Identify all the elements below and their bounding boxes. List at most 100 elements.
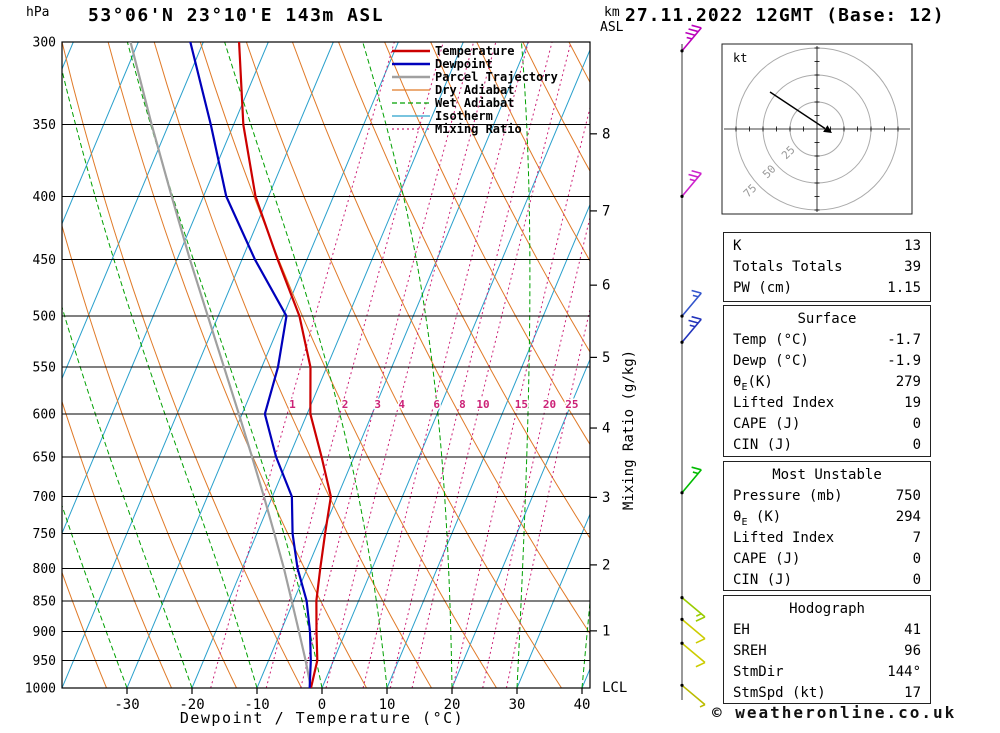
km-tick-label: 4 xyxy=(602,421,610,437)
storm-vector-arrowhead xyxy=(823,125,832,133)
wind-barb xyxy=(680,170,702,198)
wind-barb-column xyxy=(680,24,706,708)
barb-station-dot xyxy=(680,194,684,198)
pressure-tick-label: 350 xyxy=(33,118,56,133)
barb-feather xyxy=(685,31,696,37)
mixing-ratio-value: 4 xyxy=(398,398,405,411)
wind-barb xyxy=(680,683,706,708)
barb-station-dot xyxy=(680,683,684,687)
pressure-tick-label: 700 xyxy=(33,490,56,505)
legend-label: Parcel Trajectory xyxy=(435,70,558,84)
mixing-ratio-line xyxy=(325,42,497,688)
pressure-tick-label: 650 xyxy=(33,450,56,465)
temp-tick-label: -10 xyxy=(244,697,269,713)
mixing-ratio-axis-label: Mixing Ratio (g/kg) xyxy=(621,350,637,510)
mixing-ratio-value: 10 xyxy=(476,398,489,411)
isotherm-line xyxy=(321,48,590,688)
temp-tick-label: -30 xyxy=(114,697,139,713)
pressure-unit-label: hPa xyxy=(26,5,49,20)
temp-tick-label: 40 xyxy=(574,697,591,713)
km-tick-label: 6 xyxy=(602,278,610,294)
barb-shaft xyxy=(681,618,706,640)
mixing-ratio-value: 1 xyxy=(289,398,296,411)
sounding-profiles xyxy=(129,42,332,688)
wet-adiabat-line xyxy=(516,42,531,688)
barb-feather xyxy=(695,637,706,644)
pressure-tick-label: 450 xyxy=(33,253,56,268)
pressure-tick-label: 950 xyxy=(33,654,56,669)
barb-shaft xyxy=(681,684,706,706)
pressure-tick-label: 850 xyxy=(33,594,56,609)
dry-adiabat-line xyxy=(62,571,107,688)
barb-station-dot xyxy=(680,49,684,53)
dewpoint-curve xyxy=(189,42,312,688)
barb-shaft xyxy=(681,642,706,664)
page-title: 53°06'N 23°10'E 143m ASL xyxy=(88,5,385,26)
x-axis-label: Dewpoint / Temperature (°C) xyxy=(180,709,464,727)
isotherm-line xyxy=(62,42,269,535)
chart-border xyxy=(61,41,591,689)
barb-feather xyxy=(688,319,699,324)
mixing-ratio-line xyxy=(300,42,475,688)
temp-tick-label: 20 xyxy=(444,697,461,713)
mixing-ratio-value: 15 xyxy=(515,398,528,411)
isotherm-line xyxy=(191,42,464,688)
isotherm-line xyxy=(0,42,8,688)
temp-tick-label: 0 xyxy=(318,697,326,713)
temp-tick-label: 10 xyxy=(379,697,396,713)
barb-feather xyxy=(688,173,699,178)
km-tick-label: 5 xyxy=(602,350,610,366)
barb-shaft xyxy=(681,597,706,618)
mixing-ratio-value-labels: 1 2 3 4 6 8 10 15 20 25 xyxy=(288,397,580,413)
hodograph-kt-label: kt xyxy=(733,51,747,65)
barb-feather xyxy=(691,24,702,29)
isotherm-line xyxy=(451,358,590,688)
barb-half-feather xyxy=(699,703,706,708)
barb-station-dot xyxy=(680,596,684,600)
wind-barb xyxy=(680,24,702,53)
wind-barb xyxy=(680,641,706,668)
wet-adiabat-line xyxy=(581,597,590,688)
pressure-gridlines xyxy=(61,41,591,689)
temp-tick-label: -20 xyxy=(179,697,204,713)
pressure-tick-label: 800 xyxy=(33,562,56,577)
altitude-unit-km-label: km xyxy=(604,5,620,20)
pressure-tick-label: 550 xyxy=(33,361,56,376)
isotherm-line xyxy=(256,42,529,688)
barb-feather xyxy=(695,661,706,668)
pressure-tick-label: 400 xyxy=(33,190,56,205)
copyright: © weatheronline.co.uk xyxy=(712,703,957,722)
isotherm-line xyxy=(62,42,334,688)
barb-half-feather xyxy=(692,294,699,298)
legend-label: Dewpoint xyxy=(435,57,493,71)
wind-barb xyxy=(680,596,706,622)
km-tick-label: 2 xyxy=(602,557,610,573)
barb-feather xyxy=(691,289,702,294)
temp-tick-label: 30 xyxy=(509,697,526,713)
pressure-tick-label: 600 xyxy=(33,407,56,422)
barb-shaft xyxy=(681,292,702,317)
pressure-tick-label: 300 xyxy=(33,36,56,51)
pressure-tick-label: 1000 xyxy=(25,682,56,697)
barb-half-feather xyxy=(689,324,696,328)
isotherm-line xyxy=(126,42,399,688)
pressure-tick-label: 900 xyxy=(33,625,56,640)
wet-adiabat-line xyxy=(362,42,453,688)
barb-shaft xyxy=(681,318,702,343)
barb-feather xyxy=(691,315,702,321)
dry-adiabat-line xyxy=(476,42,590,263)
barb-feather xyxy=(688,28,699,33)
wet-adiabat-line xyxy=(126,42,323,688)
km-tick-label: 1 xyxy=(602,623,610,639)
legend-label: Mixing Ratio xyxy=(435,122,522,136)
wind-barb xyxy=(680,466,702,495)
mixing-ratio-value: 3 xyxy=(374,398,381,411)
mixing-ratio-value: 25 xyxy=(565,398,578,411)
barb-half-feather xyxy=(692,471,699,475)
barb-station-dot xyxy=(680,617,684,622)
mixing-ratio-value: 20 xyxy=(543,398,556,411)
